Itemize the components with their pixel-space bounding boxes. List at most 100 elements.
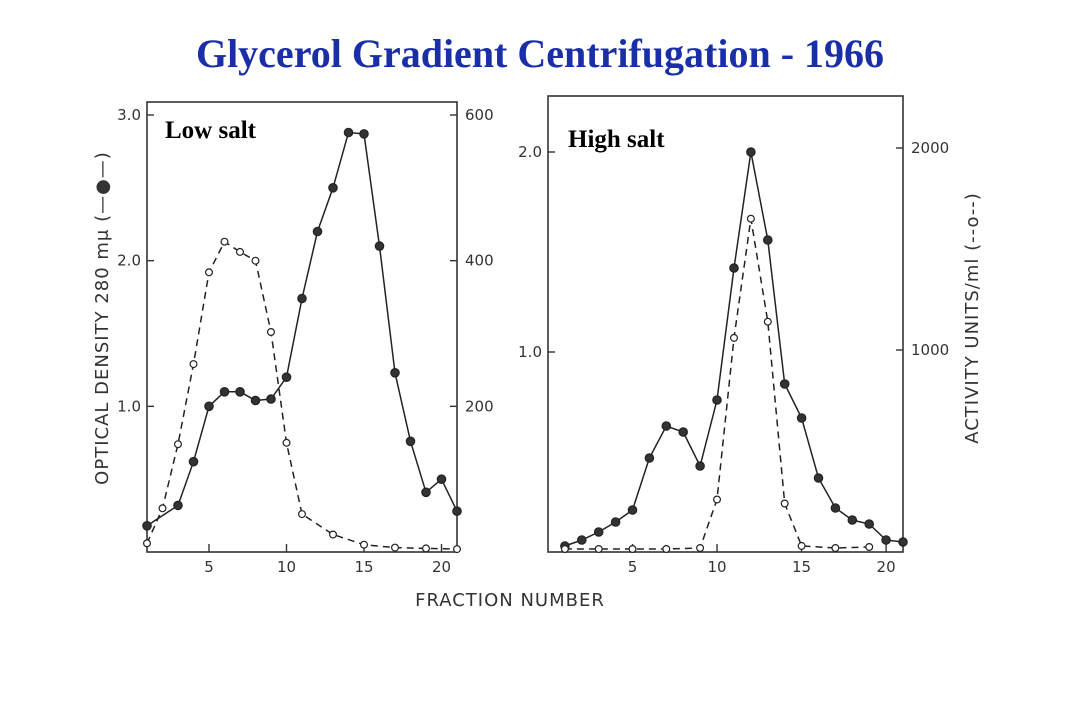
chart-low-salt: 5 10 15 20 1.0 2.0 3.0 200 400 600 Low salt [117,101,494,576]
x-tick-label: 20 [877,558,896,576]
x-tick-label: 5 [204,558,214,576]
activity-point [797,541,806,550]
x-tick-label: 20 [432,558,451,576]
activity-point [696,543,705,552]
y-left-tick-label: 2.0 [117,252,141,270]
optical-density-point [142,520,152,531]
optical-density-point [661,421,672,431]
optical-density-point [847,515,858,525]
activity-point [780,499,789,508]
activity-point [763,317,772,326]
optical-density-point [610,517,621,527]
activity-point [189,360,198,369]
activity-point [360,540,369,549]
activity-point [298,510,307,519]
optical-density-point [898,537,908,547]
activity-point [453,545,462,554]
optical-density-point [297,293,307,304]
x-tick-label: 5 [628,558,638,576]
optical-density-point [576,535,587,545]
left-axis-label: OPTICAL DENSITY 280 mμ (—●—) [92,151,113,485]
right-axis-label: ACTIVITY UNITS/ml (--o--) [962,192,983,444]
optical-density-point [830,503,841,513]
x-tick-label: 10 [277,558,296,576]
activity-point [628,544,637,553]
optical-density-point [452,506,462,516]
y-left-tick-label: 3.0 [117,106,141,124]
optical-density-point [712,395,722,405]
activity-point [220,237,229,246]
y-left-tick-label: 2.0 [518,143,542,161]
chart-high-salt: 5 10 15 20 1.0 2.0 1000 2000 High salt [518,95,949,576]
optical-density-point [864,519,874,529]
x-tick-label: 15 [792,558,811,576]
activity-point [746,214,755,223]
y-right-tick-label: 2000 [911,139,949,157]
activity-point [205,268,214,277]
optical-density-point [219,386,230,397]
optical-density-line [564,151,904,547]
optical-density-point [762,235,773,245]
optical-density-point [173,500,183,511]
x-axis-label: FRACTION NUMBER [415,590,605,611]
y-right-tick-label: 600 [465,106,494,124]
optical-density-point [796,413,807,423]
plot-frame [547,95,904,553]
panel-label: Low salt [165,117,257,144]
y-left-tick-label: 1.0 [117,397,141,415]
optical-density-point [374,241,385,251]
optical-density-point [421,487,431,498]
activity-point [329,530,338,539]
optical-density-point [266,394,276,404]
optical-density-point [312,226,323,237]
activity-point [158,504,167,513]
optical-density-point [695,461,705,471]
slide-title: Glycerol Gradient Centrifugation - 1966 [195,31,885,76]
optical-density-point [359,129,369,139]
activity-point [560,544,569,553]
y-right-tick-label: 400 [465,252,494,270]
optical-density-point [593,527,604,537]
activity-point [712,495,721,504]
optical-density-point [627,505,638,515]
optical-density-point [235,386,245,397]
optical-density-point [328,183,338,193]
y-right-tick-label: 200 [465,397,494,415]
activity-point [865,542,874,551]
activity-point [282,438,291,447]
activity-point [174,440,183,449]
optical-density-point [813,473,824,483]
optical-density-point [436,474,447,484]
optical-density-point [779,379,790,389]
x-tick-label: 10 [708,558,727,576]
optical-density-point [746,147,756,157]
optical-density-point [188,456,199,467]
optical-density-point [204,401,214,412]
activity-point [662,544,671,553]
optical-density-point [390,367,400,378]
activity-point [422,544,431,553]
activity-point [236,247,245,256]
optical-density-point [644,453,655,463]
optical-density-point [405,436,416,447]
optical-density-point [729,263,739,273]
activity-point [594,544,603,553]
optical-density-line [146,131,458,527]
x-tick-label: 15 [354,558,373,576]
y-right-tick-label: 1000 [911,341,949,359]
activity-point [267,328,276,337]
optical-density-point [881,535,891,545]
activity-point [391,543,400,552]
activity-point [143,539,152,548]
optical-density-point [281,372,292,382]
activity-line [146,240,458,550]
plot-frame [146,101,458,553]
activity-point [251,256,260,265]
optical-density-point [343,127,354,138]
optical-density-point [250,395,261,406]
activity-point [729,333,738,342]
panel-label: High salt [568,126,665,153]
optical-density-point [678,427,688,437]
y-left-tick-label: 1.0 [518,343,542,361]
